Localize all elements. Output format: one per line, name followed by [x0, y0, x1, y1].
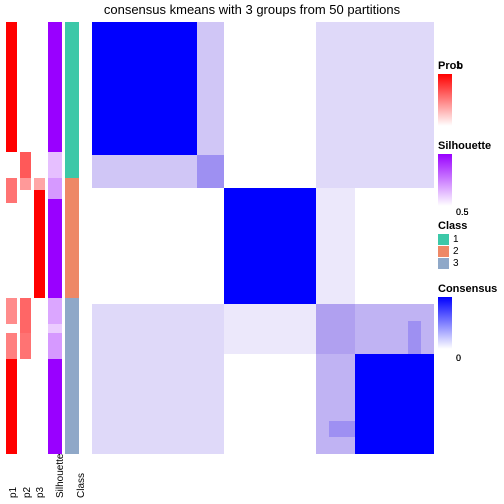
track-p2	[20, 22, 31, 454]
legend-class: Class 123	[438, 220, 500, 269]
legend-prob-bar	[438, 74, 452, 126]
track-p3	[34, 22, 45, 454]
legend-consensus: Consensus 1 0.5 0	[438, 283, 500, 349]
annotation-tracks	[6, 22, 79, 454]
plot-title: consensus kmeans with 3 groups from 50 p…	[0, 2, 504, 17]
legend-panel: Prob 1 0.5 0 Silhouette 1 0.5 0	[438, 60, 500, 363]
legend-class-title: Class	[438, 220, 500, 232]
legend-cons-ticks: 1 0.5 0	[456, 60, 469, 363]
legend-prob: Prob 1 0.5 0	[438, 60, 500, 126]
annot-label-Class: Class	[76, 473, 80, 498]
annot-label-p1: p1	[8, 487, 12, 498]
track-p1	[6, 22, 17, 454]
legend-sil-title: Silhouette	[438, 140, 500, 152]
track-class	[65, 22, 79, 454]
track-silhouette	[48, 22, 62, 454]
legend-cons-title: Consensus	[438, 283, 500, 295]
legend-prob-title: Prob	[438, 60, 500, 72]
legend-class-items: 123	[438, 234, 500, 269]
legend-sil-bar	[438, 154, 452, 206]
legend-silhouette: Silhouette 1 0.5 0	[438, 140, 500, 206]
legend-cons-bar	[438, 297, 452, 349]
annot-label-Silhouette: Silhouette	[55, 454, 59, 498]
annot-label-p2: p2	[22, 487, 26, 498]
annot-label-p3: p3	[35, 487, 39, 498]
consensus-plot: consensus kmeans with 3 groups from 50 p…	[0, 0, 504, 504]
consensus-heatmap	[92, 22, 434, 454]
